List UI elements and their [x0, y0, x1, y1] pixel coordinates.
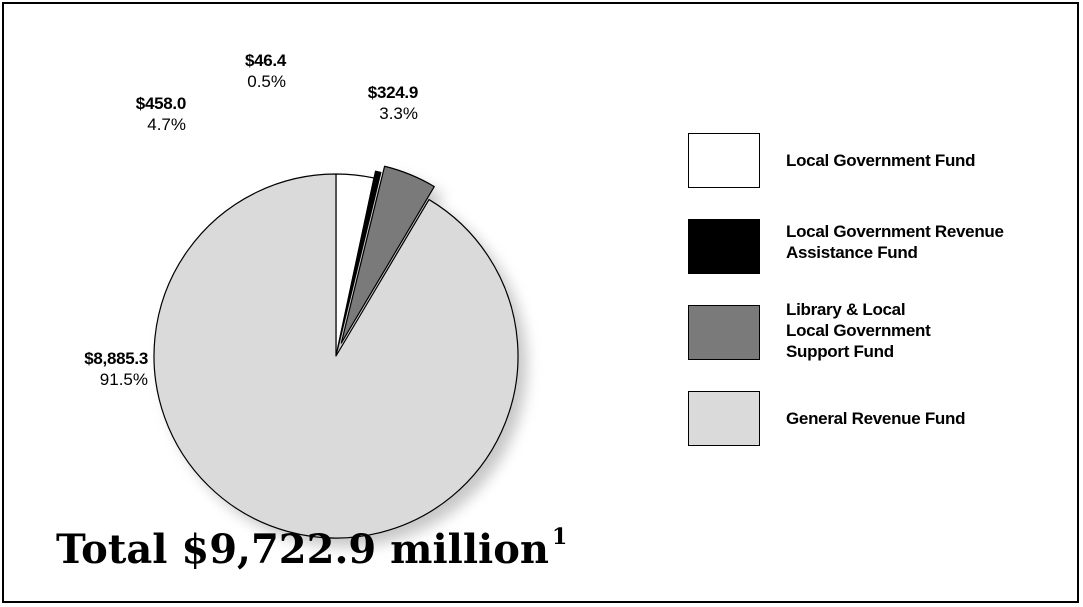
- slice-label-revenue-assistance-fund: $46.4 0.5%: [196, 50, 286, 92]
- pie-slice-general-revenue-fund: [153, 173, 519, 539]
- legend-item-library-support-fund: Library & Local Local Government Support…: [688, 300, 1068, 365]
- legend-label: Local Government Revenue Assistance Fund: [786, 221, 1004, 263]
- legend-label-line: General Revenue Fund: [786, 409, 966, 428]
- slice-value: $324.9: [367, 83, 419, 102]
- legend-label-line: Local Government: [786, 321, 931, 340]
- total-text: Total $9,722.9 million: [56, 526, 550, 573]
- total-footnote-marker: 1: [552, 524, 568, 550]
- legend-item-revenue-assistance-fund: Local Government Revenue Assistance Fund: [688, 219, 1068, 279]
- pie-slice-local-government-revenue-assistance-fund: [336, 170, 382, 350]
- legend-label-line: Library & Local: [786, 300, 906, 319]
- slice-value: $8,885.3: [84, 349, 148, 368]
- legend-swatch: [688, 305, 760, 360]
- slice-percent: 4.7%: [147, 115, 186, 134]
- legend-label: Library & Local Local Government Support…: [786, 299, 931, 362]
- slice-value: $458.0: [135, 94, 187, 113]
- slice-percent: 3.3%: [379, 104, 418, 123]
- slice-percent: 91.5%: [99, 370, 148, 389]
- slice-percent: 0.5%: [247, 72, 286, 91]
- legend-swatch: [688, 219, 760, 274]
- slice-label-library-support-fund: $458.0 4.7%: [98, 93, 187, 135]
- legend-item-general-revenue-fund: General Revenue Fund: [688, 391, 1068, 451]
- slice-label-general-revenue-fund: $8,885.3 91.5%: [30, 348, 148, 390]
- legend-swatch: [688, 133, 760, 188]
- legend-swatch: [688, 391, 760, 446]
- legend-label: General Revenue Fund: [786, 408, 965, 429]
- slice-label-local-government-fund: $324.9 3.3%: [318, 82, 419, 124]
- legend-label: Local Government Fund: [786, 150, 976, 171]
- pie-slice-library-local-local-government-support-fund: [340, 165, 435, 344]
- legend-label-line: Support Fund: [786, 342, 894, 361]
- legend-label-line: Local Government Fund: [786, 151, 976, 170]
- chart-total: Total $9,722.9 million 1: [56, 524, 568, 573]
- legend-label-line: Local Government Revenue: [786, 222, 1004, 241]
- legend-label-line: Assistance Fund: [786, 243, 918, 262]
- slice-value: $46.4: [244, 51, 286, 70]
- legend-item-local-government-fund: Local Government Fund: [688, 133, 1068, 193]
